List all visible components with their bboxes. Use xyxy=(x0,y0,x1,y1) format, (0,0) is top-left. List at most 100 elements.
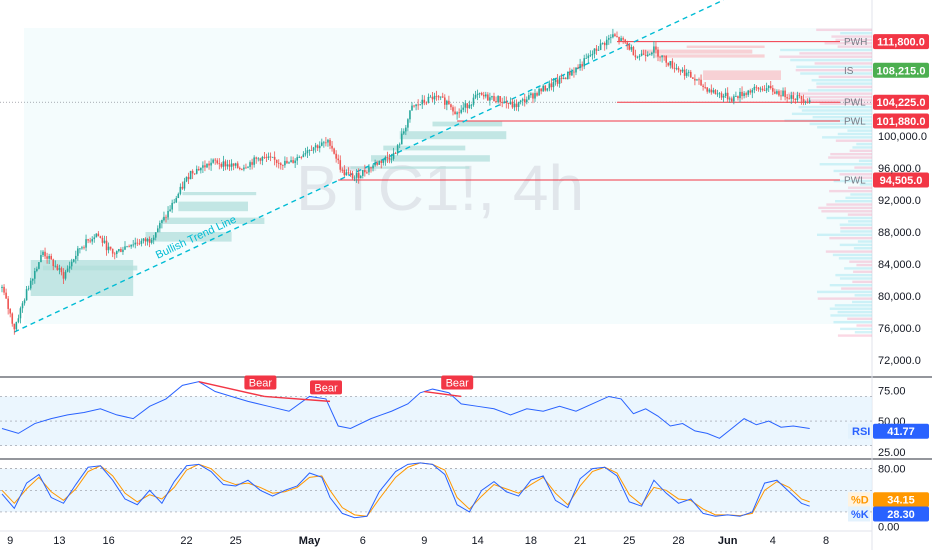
candle-body xyxy=(605,39,608,46)
candle-body xyxy=(485,94,487,97)
volume-profile-bar xyxy=(831,35,872,38)
candle-body xyxy=(409,110,411,120)
stoch-k-label-bg xyxy=(848,506,870,522)
candle-body xyxy=(232,163,235,166)
time-tick-label: 8 xyxy=(823,535,829,547)
candle-body xyxy=(220,164,223,167)
candle-body xyxy=(653,46,655,53)
volume-profile-bar xyxy=(799,52,872,55)
candle-body xyxy=(540,88,542,92)
volume-profile-bar xyxy=(812,116,872,119)
candle-body xyxy=(601,42,604,44)
candle-body xyxy=(419,104,421,106)
candle-body xyxy=(128,246,130,248)
volume-profile-bar xyxy=(838,257,872,260)
candle-body xyxy=(368,167,370,173)
candle-body xyxy=(390,158,393,160)
candle-body xyxy=(165,216,167,218)
candle-body xyxy=(384,157,387,161)
candle-body xyxy=(234,163,237,166)
candle-body xyxy=(552,82,555,88)
candle-body xyxy=(302,154,305,158)
volume-profile-bar xyxy=(840,32,872,35)
candle-body xyxy=(189,170,192,180)
candle-body xyxy=(9,308,11,314)
candle-body xyxy=(470,104,473,106)
candle-body xyxy=(513,103,516,108)
volume-profile-bar xyxy=(833,320,872,324)
candle-body xyxy=(712,90,715,93)
price-tick-label: 72,000.0 xyxy=(878,355,921,367)
candle-body xyxy=(640,53,643,56)
candle-body xyxy=(372,165,374,169)
candle-body xyxy=(152,237,155,241)
volume-profile-bar xyxy=(847,317,872,320)
volume-profile-bar xyxy=(829,284,872,287)
candle-body xyxy=(62,272,65,279)
candle-body xyxy=(441,96,444,98)
price-tick-label: 76,000.0 xyxy=(878,323,921,335)
volume-profile-bar xyxy=(833,179,872,183)
candle-body xyxy=(710,89,713,93)
price-badge xyxy=(873,94,929,110)
candle-body xyxy=(91,239,93,242)
candle-body xyxy=(38,262,40,269)
supply-zone xyxy=(653,54,765,58)
candle-body xyxy=(690,71,692,78)
candle-body xyxy=(673,67,676,69)
volume-profile-bar xyxy=(835,38,872,42)
volume-profile-bar xyxy=(847,129,872,132)
candle-body xyxy=(191,170,194,174)
bear-divergence-line xyxy=(264,395,331,403)
candle-body xyxy=(585,58,588,59)
candle-body xyxy=(255,157,257,159)
candle-body xyxy=(111,248,114,254)
volume-profile-bar xyxy=(853,247,872,250)
price-levels: PWH 111,800.0 IS 108,215.0 PWL 104,225.0 PWL 10… xyxy=(0,34,929,188)
candle-body xyxy=(175,198,178,203)
demand-zone xyxy=(43,265,138,271)
candle-body xyxy=(7,298,9,309)
candle-body xyxy=(487,94,489,101)
candle-body xyxy=(148,239,151,243)
demand-zone xyxy=(432,121,503,127)
volume-profile-bar xyxy=(852,146,872,149)
candle-body xyxy=(25,289,28,301)
candle-body xyxy=(626,42,629,45)
candle-body xyxy=(458,112,460,114)
candle-body xyxy=(345,172,348,176)
volume-profile-bar xyxy=(780,48,872,52)
candle-body xyxy=(556,79,559,84)
candle-body xyxy=(357,173,360,179)
candle-body xyxy=(87,239,89,241)
candle-body xyxy=(284,160,286,166)
candle-body xyxy=(171,202,173,210)
candle-body xyxy=(630,46,633,50)
time-tick-label: 21 xyxy=(574,535,586,547)
time-tick-label: 28 xyxy=(672,535,684,547)
demand-zone xyxy=(399,131,507,140)
candle-body xyxy=(347,172,350,174)
volume-profile-bar xyxy=(835,273,872,277)
candle-body xyxy=(706,87,708,92)
volume-profile-bar xyxy=(824,42,872,45)
candle-body xyxy=(208,163,210,166)
candle-body xyxy=(210,162,212,166)
candle-body xyxy=(93,237,96,240)
candle-body xyxy=(200,167,202,171)
volume-profile-bar xyxy=(828,156,872,159)
candle-body xyxy=(448,100,450,105)
candle-body xyxy=(683,69,686,76)
candle-body xyxy=(776,91,778,94)
volume-profile-bar xyxy=(799,99,872,102)
candle-body xyxy=(745,93,747,95)
candle-body xyxy=(741,91,743,97)
candle-body xyxy=(36,268,38,271)
candle-body xyxy=(124,246,126,250)
volume-profile-bar xyxy=(848,220,872,223)
candle-body xyxy=(794,98,797,100)
candle-body xyxy=(692,77,694,79)
stoch-d-label: %D xyxy=(851,495,869,507)
candle-body xyxy=(134,242,137,245)
volume-profile-bar xyxy=(849,260,872,263)
